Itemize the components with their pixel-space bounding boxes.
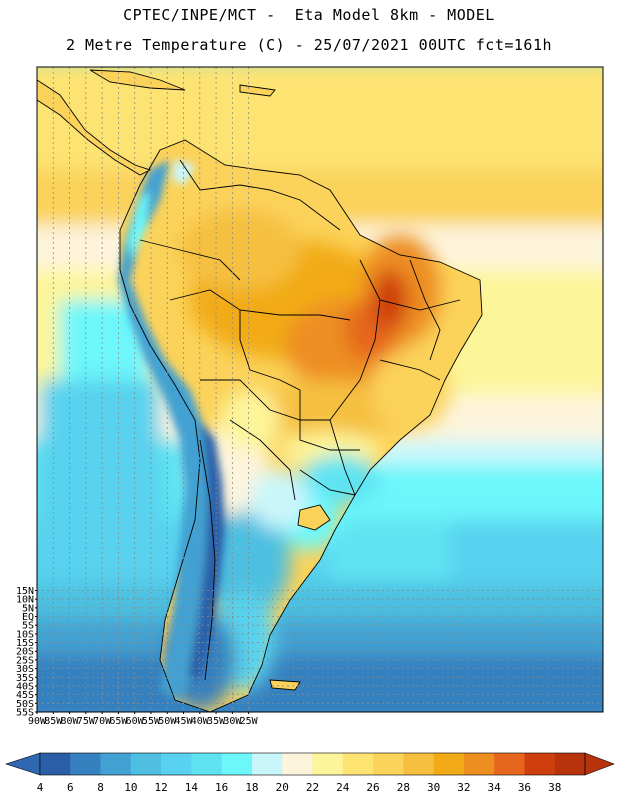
lat-label: 15S xyxy=(16,638,34,649)
latitude-labels: 15N10N5NEQ5S10S15S20S25S30S35S40S45S50S5… xyxy=(16,586,37,719)
colorbar-label: 22 xyxy=(306,781,319,794)
lat-label: 10N xyxy=(16,595,34,606)
lon-label: 55W xyxy=(142,716,161,727)
colorbar-label: 10 xyxy=(124,781,137,794)
lat-label: 25S xyxy=(16,655,34,666)
lon-label: 50W xyxy=(158,716,177,727)
lat-label: 30S xyxy=(16,664,34,675)
colorbar-swatch xyxy=(282,753,313,775)
colorbar-swatch xyxy=(554,753,586,775)
colorbar-swatch xyxy=(312,753,344,775)
colorbar-label: 6 xyxy=(67,781,74,794)
map-frame xyxy=(36,66,604,713)
colorbar-swatch xyxy=(342,753,374,775)
colorbar-swatch xyxy=(373,753,404,775)
lon-label: 35W xyxy=(207,716,226,727)
colorbar-label: 26 xyxy=(366,781,379,794)
colorbar-label: 8 xyxy=(97,781,104,794)
lon-label: 70W xyxy=(93,716,112,727)
colorbar-label: 12 xyxy=(154,781,167,794)
lon-label: 30W xyxy=(223,716,242,727)
longitude-labels: 90W85W80W75W70W65W60W55W50W45W40W35W30W2… xyxy=(28,712,259,727)
colorbar-label: 30 xyxy=(427,781,440,794)
lat-label: 40S xyxy=(16,681,34,692)
lat-label: 55S xyxy=(16,708,34,719)
lon-label: 65W xyxy=(109,716,128,727)
colorbar-swatch xyxy=(70,753,101,775)
colorbar-label: 34 xyxy=(488,781,502,794)
colorbar-swatch xyxy=(494,753,525,775)
colorbar-swatch xyxy=(251,753,283,775)
lon-label: 90W xyxy=(28,716,47,727)
colorbar-label: 14 xyxy=(185,781,199,794)
lon-label: 75W xyxy=(77,716,96,727)
lat-label: 20S xyxy=(16,647,34,658)
coastlines-borders xyxy=(119,139,483,712)
colorbar-swatch xyxy=(191,753,222,775)
temperature-field xyxy=(37,67,603,712)
lat-label: 5N xyxy=(22,603,34,614)
colorbar-label: 32 xyxy=(457,781,470,794)
lat-label: 35S xyxy=(16,673,34,684)
colorbar-max-arrow xyxy=(584,752,615,776)
colorbar-swatch xyxy=(433,753,465,775)
lat-label: 50S xyxy=(16,699,34,710)
colorbar-label: 20 xyxy=(276,781,289,794)
lon-label: 60W xyxy=(126,716,145,727)
map-title-line2: 2 Metre Temperature (C) - 25/07/2021 00U… xyxy=(65,36,553,54)
colorbar-label: 4 xyxy=(37,781,44,794)
lat-label: 5S xyxy=(22,621,34,632)
colorbar-swatch xyxy=(40,753,71,775)
colorbar-label: 24 xyxy=(336,781,350,794)
lon-label: 45W xyxy=(174,716,193,727)
lon-label: 80W xyxy=(61,716,80,727)
colorbar-label: 36 xyxy=(518,781,531,794)
graticule xyxy=(37,67,603,712)
colorbar-swatch xyxy=(403,753,434,775)
colorbar-swatch xyxy=(161,753,192,775)
colorbar-label: 38 xyxy=(548,781,561,794)
map-title-line1: CPTEC/INPE/MCT - Eta Model 8km - MODEL xyxy=(123,6,495,24)
colorbar-swatch xyxy=(463,753,495,775)
colorbar-swatch xyxy=(524,753,556,775)
colorbar-swatch xyxy=(221,753,253,775)
colorbar-min-arrow xyxy=(5,752,41,776)
lon-label: 25W xyxy=(240,716,259,727)
lat-label: EQ xyxy=(22,612,34,623)
colorbar-swatch xyxy=(130,753,162,775)
colorbar: 4 6 8 10 12 14 16 18 20 22 24 26 28 30 32 34 36 38 xyxy=(5,752,615,794)
lat-label: 45S xyxy=(16,690,34,701)
lat-label: 10S xyxy=(16,629,34,640)
colorbar-label: 18 xyxy=(245,781,258,794)
colorbar-swatch xyxy=(100,753,132,775)
colorbar-label: 28 xyxy=(397,781,410,794)
lon-label: 40W xyxy=(191,716,210,727)
lat-label: 15N xyxy=(16,586,34,597)
colorbar-label: 16 xyxy=(215,781,228,794)
lon-label: 85W xyxy=(44,716,63,727)
